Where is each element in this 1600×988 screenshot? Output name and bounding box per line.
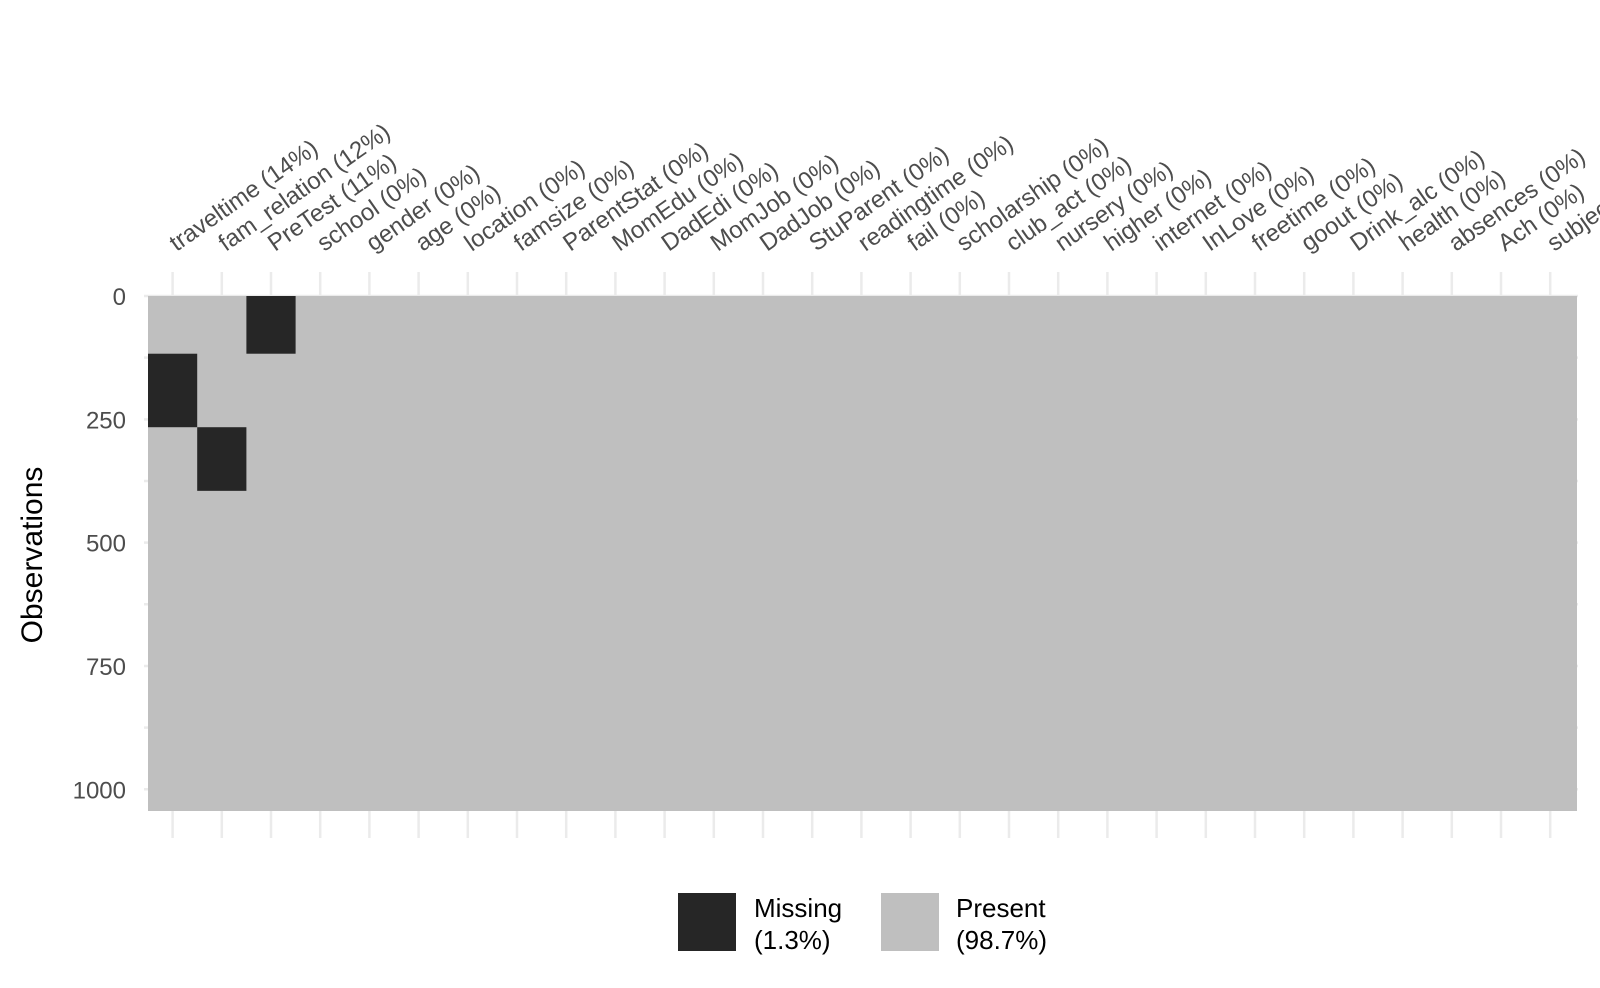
y-tick-label: 750 [86,654,126,681]
missing-block [246,296,296,354]
legend-swatch [678,893,736,951]
legend-percent: (1.3%) [754,925,831,955]
column-labels: traveltime (14%)fam_relation (12%)PreTes… [165,118,1600,256]
y-tick-label: 500 [86,531,126,558]
missing-block [148,353,198,428]
missing-blocks [148,296,296,491]
y-axis-ticks: 0 250 500 750 1000 [73,284,126,804]
legend: Missing(1.3%) Present(98.7%) [678,893,1047,955]
y-axis-title: Observations [16,467,49,644]
missing-block [197,427,247,491]
y-tick-label: 1000 [73,777,126,804]
y-tick-label: 250 [86,407,126,434]
legend-label: Missing [754,893,842,923]
legend-swatch [881,893,939,951]
legend-percent: (98.7%) [956,925,1047,955]
legend-label: Present [956,893,1046,923]
present-area [148,296,1577,811]
y-tick-label: 0 [113,284,126,311]
